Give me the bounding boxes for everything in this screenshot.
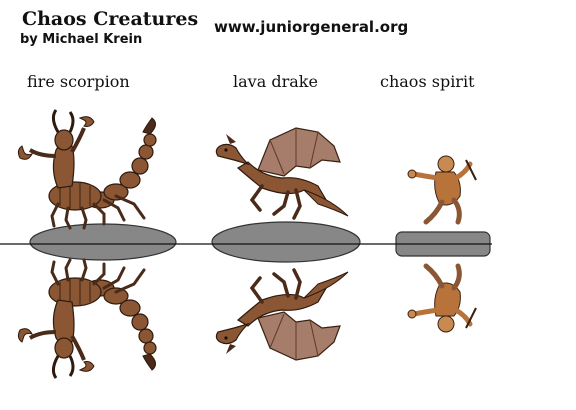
scorpion-reflection-icon (16, 258, 159, 380)
website-link[interactable]: www.juniorgeneral.org (214, 18, 409, 36)
author-credit: by Michael Krein (20, 32, 143, 47)
label-lava-drake: lava drake (233, 72, 318, 91)
dragon-reflection-icon (214, 268, 350, 362)
spirit-reflection-icon (408, 266, 476, 332)
lava-drake-figure (211, 126, 361, 263)
fire-scorpion-figure (16, 108, 177, 261)
mirrored-figures (16, 258, 476, 380)
label-chaos-spirit: chaos spirit (380, 72, 475, 91)
sheet-title: Chaos Creatures (22, 8, 199, 30)
spirit-icon (408, 156, 476, 222)
drake-base (211, 221, 361, 263)
scorpion-icon (16, 108, 159, 230)
dragon-icon (214, 126, 350, 220)
scorpion-base (29, 223, 177, 261)
chaos-spirit-figure (395, 156, 491, 257)
label-fire-scorpion: fire scorpion (27, 72, 130, 91)
